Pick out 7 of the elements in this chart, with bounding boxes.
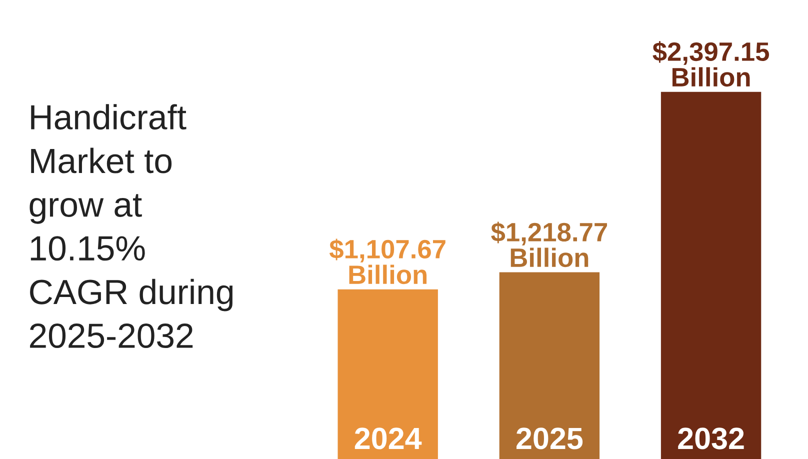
x-tick-label: 2025 bbox=[516, 428, 583, 450]
data-label: $1,107.67 Billion bbox=[329, 238, 446, 284]
text: Handicraft Market to grow at 10.15% CAGR during 2025-2032 bbox=[30, 104, 233, 348]
data-label: $2,397.15 Billion bbox=[652, 41, 770, 87]
x-tick-label: 2024 bbox=[354, 428, 422, 450]
x-tick-label: 2032 bbox=[678, 428, 744, 450]
data-label: $1,218.77 Billion bbox=[491, 222, 607, 268]
